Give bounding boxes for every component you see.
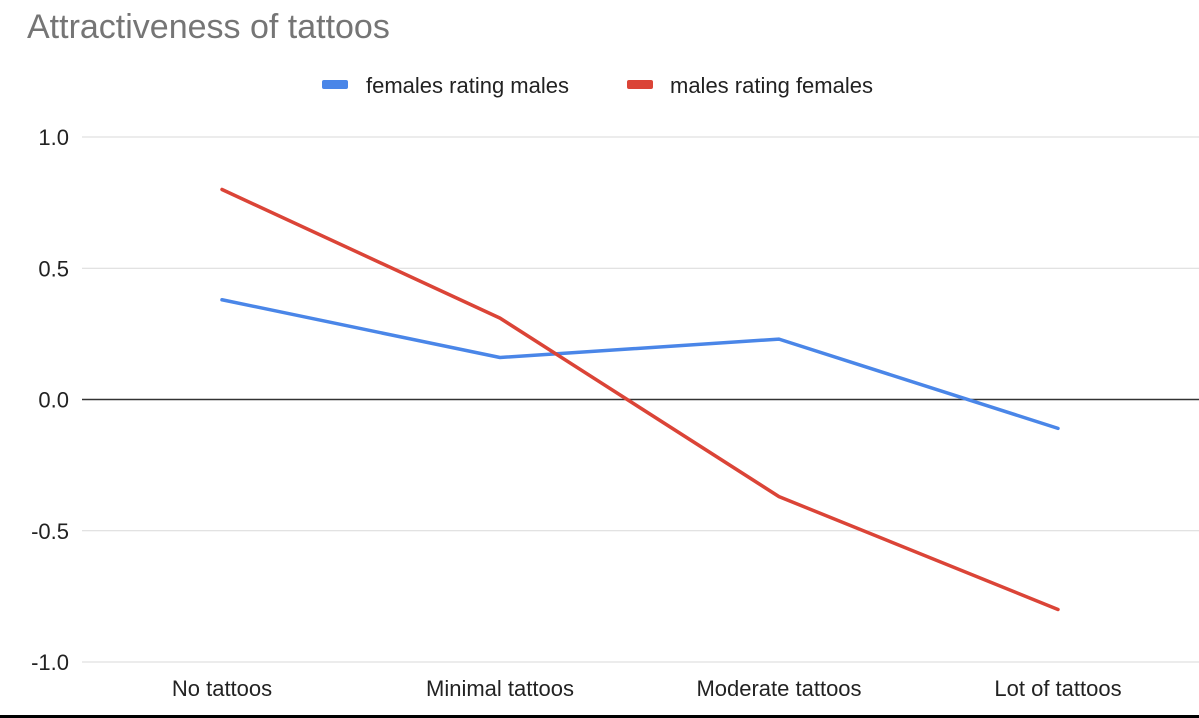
legend-swatch-females-rating-males (322, 80, 348, 89)
y-tick-label: 0.0 (38, 388, 69, 413)
y-tick-label: 1.0 (38, 125, 69, 150)
series-line-males-rating-females (220, 187, 1060, 612)
x-tick-label: Lot of tattoos (994, 676, 1121, 701)
gridlines (82, 136, 1199, 663)
x-tick-label: Minimal tattoos (426, 676, 574, 701)
series-line-females-rating-males (220, 298, 1060, 431)
x-tick-label: No tattoos (172, 676, 272, 701)
legend-label-females-rating-males: females rating males (366, 73, 569, 98)
legend-swatch-males-rating-females (627, 80, 653, 89)
x-tick-label: Moderate tattoos (696, 676, 861, 701)
series-lines (220, 187, 1060, 612)
y-tick-label: 0.5 (38, 256, 69, 281)
chart-title: Attractiveness of tattoos (27, 8, 390, 46)
legend-label-males-rating-females: males rating females (670, 73, 873, 98)
y-tick-label: -0.5 (31, 519, 69, 544)
y-axis-labels: 1.0 0.5 0.0 -0.5 -1.0 (31, 125, 69, 675)
x-axis-labels: No tattoos Minimal tattoos Moderate tatt… (172, 676, 1122, 701)
y-tick-label: -1.0 (31, 650, 69, 675)
legend: females rating males males rating female… (322, 73, 873, 98)
